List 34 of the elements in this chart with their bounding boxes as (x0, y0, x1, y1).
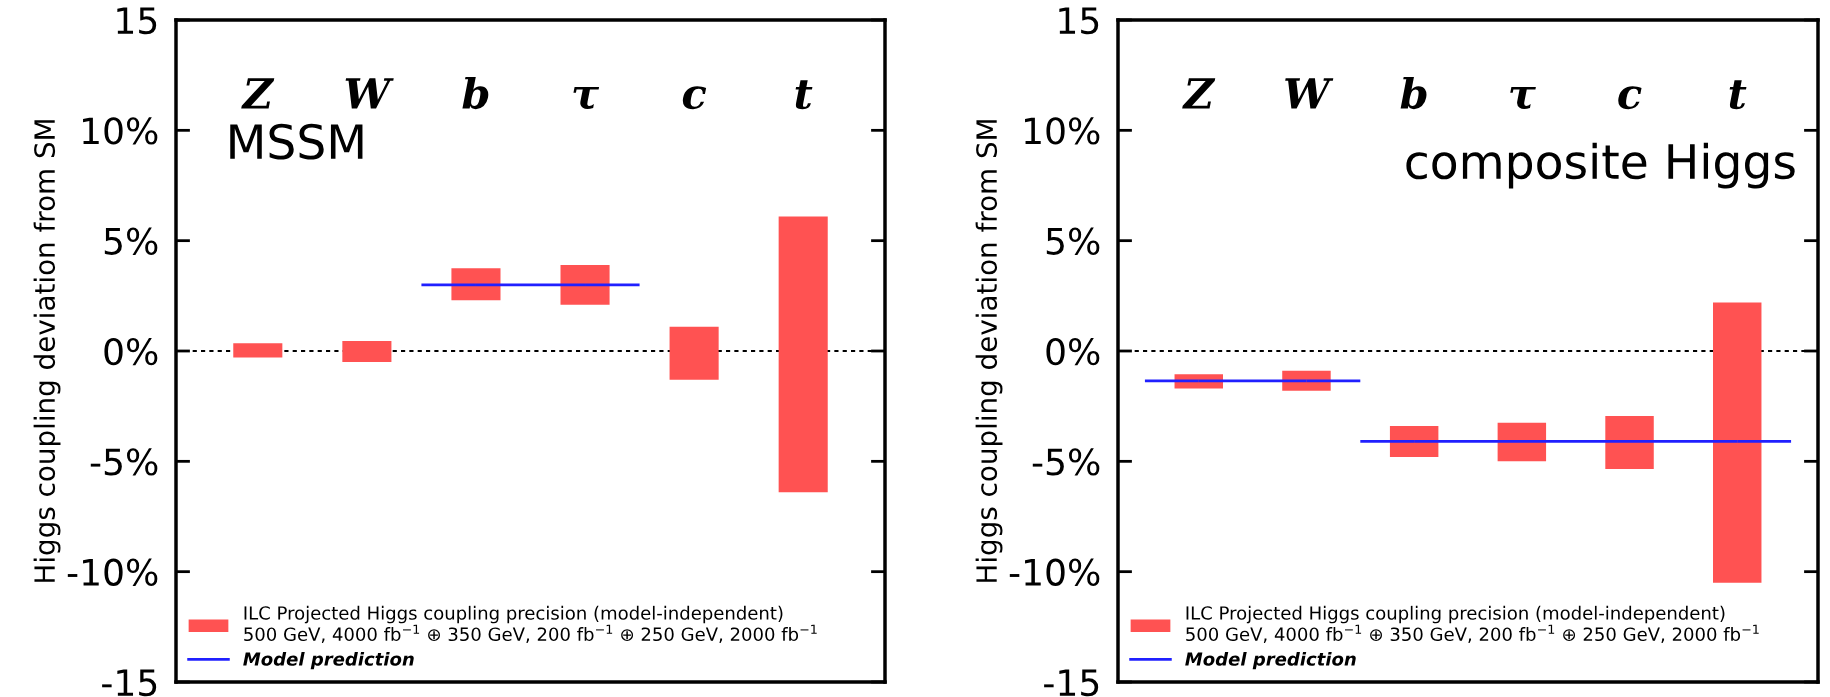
x-tick-label: W (345, 78, 394, 109)
y-tick-label: 10% (1025, 117, 1100, 145)
y-axis-title: Higgs coupling deviation from SM (975, 120, 1003, 582)
y-tick-label: 5% (104, 227, 158, 255)
y-tick-label: -10% (1009, 558, 1100, 586)
legend-label: ILC Projected Higgs coupling precision (model-independent) 500 GeV, 4000 fb$^{−1}$ ⊕ 350 GeV, 200 fb$^{−1}$ ⊕ 250 GeV, 2000 fb$^{−1}$ (1186, 605, 1759, 643)
y-tick-label: 10% (83, 117, 158, 145)
legend-label: Model prediction (243, 651, 414, 670)
x-tick-label: b (462, 76, 489, 110)
annotation: composite Higgs (1406, 142, 1795, 189)
x-tick-label: W (1285, 78, 1334, 109)
x-tick-label: τ (573, 86, 600, 109)
y-tick-label: 0% (104, 337, 158, 366)
x-tick-label: t (1729, 80, 1747, 110)
annotation: MSSM (230, 123, 363, 160)
y-axis-title: Higgs coupling deviation from SM (33, 120, 61, 582)
x-tick-label: c (682, 86, 707, 110)
x-tick-label: τ (1510, 86, 1536, 109)
y-tick-label: -15 (102, 669, 157, 697)
y-tick-label: 15 (1059, 7, 1099, 35)
y-tick-label: -5% (90, 448, 158, 476)
y-tick-label: 5% (1046, 227, 1100, 255)
x-tick-label: t (795, 80, 813, 110)
x-tick-label: Z (1182, 78, 1216, 109)
x-tick-label: c (1618, 86, 1642, 110)
y-tick-label: -5% (1032, 448, 1100, 476)
x-tick-label: Z (241, 78, 275, 109)
y-tick-label: -15 (1044, 669, 1099, 697)
legend-label: Model prediction (1185, 651, 1356, 670)
y-tick-label: -10% (67, 558, 158, 586)
y-tick-label: 15 (117, 7, 157, 35)
y-tick-label: 0% (1046, 337, 1100, 366)
x-tick-label: b (1400, 76, 1427, 110)
legend-label: ILC Projected Higgs coupling precision (model-independent) 500 GeV, 4000 fb$^{−1}$ ⊕ 350 GeV, 200 fb$^{−1}$ ⊕ 250 GeV, 2000 fb$^{−1}$ (244, 605, 817, 643)
